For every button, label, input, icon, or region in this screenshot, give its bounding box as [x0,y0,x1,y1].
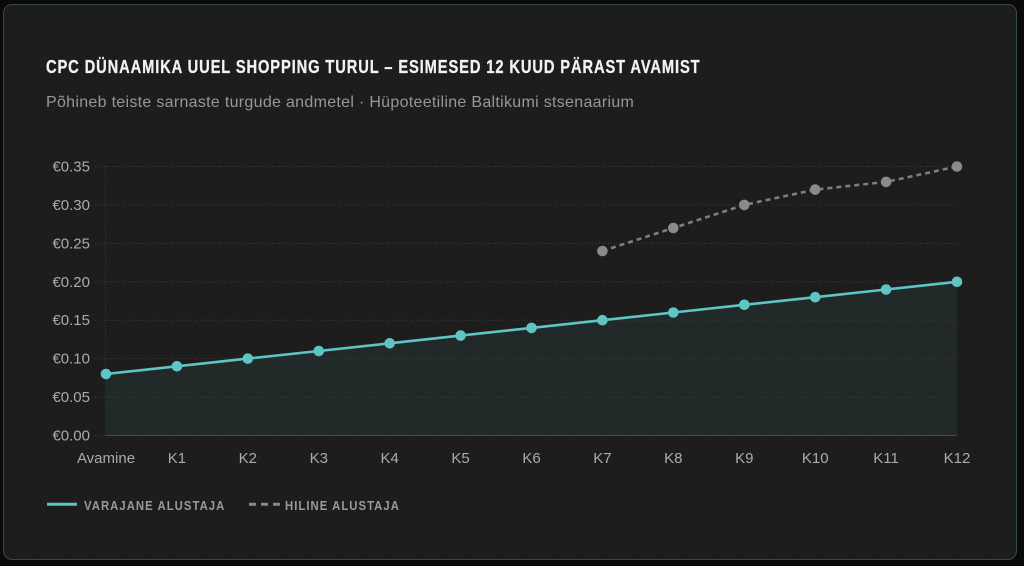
svg-text:€0.15: €0.15 [52,312,90,329]
svg-text:€0.10: €0.10 [52,351,90,368]
svg-text:K7: K7 [593,450,611,467]
svg-text:K5: K5 [451,450,469,467]
svg-text:K4: K4 [381,450,399,467]
svg-text:K3: K3 [310,450,328,467]
svg-text:€0.00: €0.00 [52,428,90,445]
svg-text:K11: K11 [873,450,899,467]
svg-text:K10: K10 [802,450,829,467]
svg-text:K9: K9 [735,450,753,467]
svg-text:€0.35: €0.35 [52,159,90,176]
svg-text:€0.20: €0.20 [52,274,90,291]
svg-text:K8: K8 [664,450,682,467]
svg-text:€0.05: €0.05 [52,389,90,406]
svg-text:€0.25: €0.25 [52,235,90,252]
svg-text:K2: K2 [239,450,257,467]
svg-text:€0.30: €0.30 [52,197,90,214]
svg-text:K1: K1 [168,450,186,467]
svg-text:K12: K12 [944,450,971,467]
svg-text:Avamine: Avamine [77,450,135,467]
svg-text:K6: K6 [522,450,540,467]
